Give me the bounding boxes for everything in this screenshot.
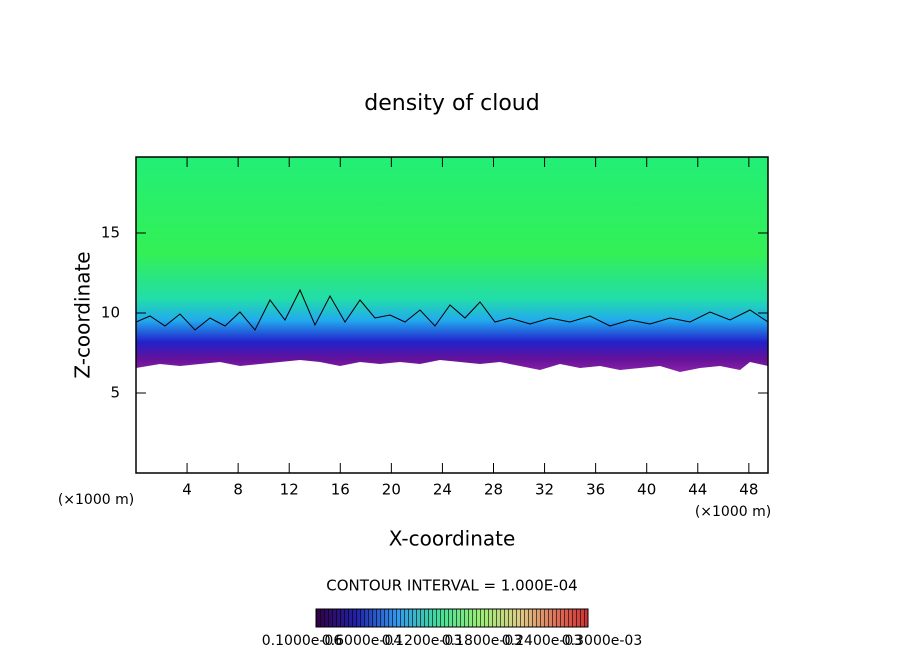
y-tick-label: 5 xyxy=(110,384,120,402)
y-tick-label: 10 xyxy=(101,304,120,322)
colorbar-label: 0.3000e-03 xyxy=(562,633,642,649)
y-tick-label: 15 xyxy=(101,224,120,242)
x-tick-label: 40 xyxy=(637,481,656,499)
colorbar-frame xyxy=(315,608,589,628)
y-axis-label: Z-coordinate xyxy=(71,251,95,378)
colorbar-label: 0.1200e-03 xyxy=(382,633,462,649)
chart-title: density of cloud xyxy=(364,91,539,116)
x-tick-label: 20 xyxy=(382,481,401,499)
x-tick-label: 32 xyxy=(535,481,554,499)
x-tick-label: 12 xyxy=(280,481,299,499)
x-tick-label: 36 xyxy=(586,481,605,499)
colorbar-label: 0.6000e-04 xyxy=(322,633,403,649)
x-tick-label: 16 xyxy=(331,481,350,499)
cloud-field xyxy=(136,157,768,372)
x-tick-label: 4 xyxy=(182,481,192,499)
x-tick-label: 28 xyxy=(484,481,503,499)
colorbar-label: 0.2400e-03 xyxy=(502,633,582,649)
x-unit: (×1000 m) xyxy=(695,504,771,520)
x-tick-label: 44 xyxy=(688,481,707,499)
y-unit: (×1000 m) xyxy=(58,492,134,508)
plot-frame xyxy=(135,156,769,474)
contour-interval: CONTOUR INTERVAL = 1.000E-04 xyxy=(326,577,577,595)
colorbar-label: 0.1000e-06 xyxy=(262,633,343,649)
colorbar-label: 0.1800e-03 xyxy=(442,633,522,649)
x-tick-label: 8 xyxy=(233,481,243,499)
x-axis-label: X-coordinate xyxy=(389,527,516,551)
x-tick-label: 24 xyxy=(433,481,452,499)
x-tick-label: 48 xyxy=(739,481,758,499)
